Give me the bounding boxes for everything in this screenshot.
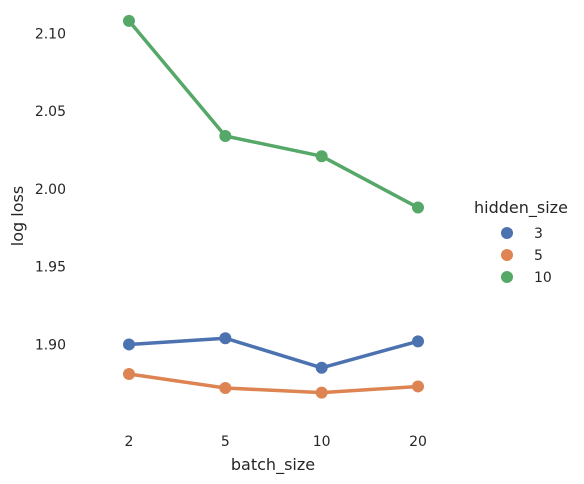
y-tick-label: 2.10 — [35, 26, 66, 42]
series-line-10 — [127, 19, 420, 210]
data-point-5-2 — [123, 368, 135, 380]
y-tick-label: 2.00 — [35, 182, 66, 198]
y-tick-label: 2.05 — [35, 104, 66, 120]
data-point-3-20 — [412, 335, 424, 348]
legend-marker-10 — [501, 271, 513, 283]
x-tick-label: 20 — [409, 434, 427, 450]
legend-marker-3 — [501, 227, 513, 239]
legend-label-3: 3 — [534, 226, 543, 242]
x-tick-label: 10 — [313, 434, 331, 450]
data-point-3-5 — [219, 332, 232, 345]
legend-label-5: 5 — [534, 248, 543, 264]
legend: hidden_size 3 5 10 — [474, 198, 568, 286]
legend-marker-5 — [501, 249, 513, 261]
data-point-3-2 — [123, 338, 135, 351]
y-tick-label: 1.90 — [35, 337, 66, 353]
data-point-10-20 — [412, 201, 424, 214]
data-point-5-20 — [412, 380, 424, 393]
data-point-3-10 — [315, 361, 328, 374]
data-point-10-2 — [123, 14, 135, 27]
legend-label-10: 10 — [534, 270, 552, 286]
series-line-5 — [127, 372, 420, 395]
data-point-10-10 — [315, 150, 328, 163]
x-axis-label: batch_size — [231, 455, 315, 475]
data-point-10-5 — [219, 130, 232, 142]
data-point-5-10 — [315, 386, 328, 399]
series-line-3 — [127, 336, 420, 370]
x-axis-ticks: 2 5 10 20 — [125, 434, 427, 450]
data-point-5-5 — [219, 382, 232, 394]
y-tick-label: 1.95 — [35, 260, 66, 276]
x-tick-label: 5 — [221, 434, 230, 450]
x-tick-label: 2 — [125, 434, 134, 450]
legend-title: hidden_size — [474, 198, 568, 218]
y-axis-ticks: 1.90 1.95 2.00 2.05 2.10 — [35, 26, 66, 353]
series-points — [123, 14, 424, 399]
series-lines — [127, 19, 420, 395]
y-axis-label: log loss — [8, 186, 27, 246]
legend-items: 3 5 10 — [501, 226, 552, 286]
